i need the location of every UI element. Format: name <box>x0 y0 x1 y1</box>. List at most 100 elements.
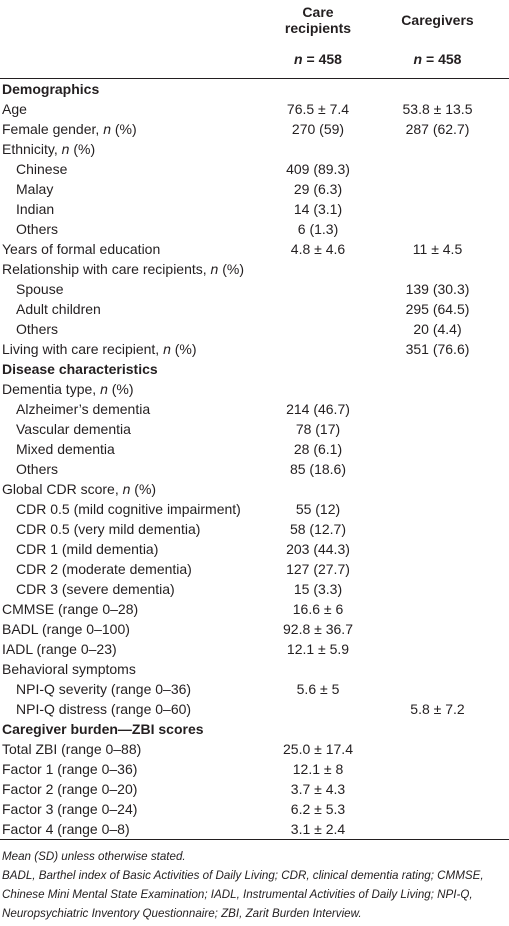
care-value: 12.1 ± 8 <box>292 761 344 777</box>
section-title: Disease characteristics <box>2 361 158 377</box>
table-row: Relationship with care recipients, n (%) <box>0 259 509 279</box>
sample-size-text: = 458 <box>306 50 342 67</box>
row-label-text: Adult children <box>16 301 101 317</box>
caregiver-value: 295 (64.5) <box>405 301 470 317</box>
row-label-suffix: (%) <box>114 121 137 137</box>
table-row: Malay 29 (6.3) <box>0 179 509 199</box>
row-label: BADL (range 0–100) <box>0 621 270 637</box>
care-value: 58 (12.7) <box>289 521 347 537</box>
sample-size: n = 458 <box>366 51 509 67</box>
row-label-text: Mixed dementia <box>16 441 115 457</box>
table-row: Behavioral symptoms <box>0 659 509 679</box>
row-label: Others <box>0 321 270 337</box>
row-label-text: Global CDR score, <box>2 481 119 497</box>
care-value: 15 (3.3) <box>293 581 343 597</box>
row-label-text: Others <box>16 221 59 237</box>
row-label: Female gender, n (%) <box>0 121 270 137</box>
row-label-text: Spouse <box>16 281 64 297</box>
row-label-text: Factor 1 (range 0–36) <box>2 761 138 777</box>
row-label: CDR 1 (mild dementia) <box>0 541 270 557</box>
sample-size: n = 458 <box>270 51 366 67</box>
table-row: Adult children 295 (64.5) <box>0 299 509 319</box>
row-label-text: Female gender, <box>2 121 100 137</box>
row-label-text: Age <box>2 101 27 117</box>
header-row: Care recipients Caregivers <box>0 0 509 39</box>
row-label: CMMSE (range 0–28) <box>0 601 270 617</box>
row-label: Age <box>0 101 270 117</box>
table-row: Age 76.5 ± 7.4 53.8 ± 13.5 <box>0 99 509 119</box>
care-value: 28 (6.1) <box>293 441 343 457</box>
table-body: Demographics Age 76.5 ± 7.4 53.8 ± 13.5 Fema… <box>0 78 509 839</box>
care-value: 78 (17) <box>295 421 341 437</box>
care-value: 92.8 ± 36.7 <box>283 621 353 637</box>
row-label-text: CMMSE (range 0–28) <box>2 601 139 617</box>
row-label-text: CDR 3 (severe dementia) <box>16 581 175 597</box>
table-row: Global CDR score, n (%) <box>0 479 509 499</box>
row-label: Others <box>0 461 270 477</box>
header-row: n = 458 n = 458 <box>0 39 509 78</box>
row-label-suffix: (%) <box>222 261 245 277</box>
row-label-text: Dementia type, <box>2 381 97 397</box>
row-label-text: Years of formal education <box>2 241 161 257</box>
table-row: Factor 3 (range 0–24) 6.2 ± 5.3 <box>0 799 509 819</box>
table-row: Living with care recipient, n (%) 351 (76… <box>0 339 509 359</box>
table-row: Factor 2 (range 0–20) 3.7 ± 4.3 <box>0 779 509 799</box>
row-label: Living with care recipient, n (%) <box>0 341 270 357</box>
sample-size-var: n <box>413 50 423 67</box>
row-label: Indian <box>0 201 270 217</box>
row-label-text: CDR 0.5 (mild cognitive impairment) <box>16 501 241 517</box>
table-row: CDR 0.5 (mild cognitive impairment) 55 (1… <box>0 499 509 519</box>
table-row: CDR 3 (severe dementia) 15 (3.3) <box>0 579 509 599</box>
row-label-text: Ethnicity, <box>2 141 58 157</box>
table-notes: Mean (SD) unless otherwise stated. BADL, … <box>0 839 509 923</box>
care-value: 6.2 ± 5.3 <box>290 801 346 817</box>
row-label-text: IADL (range 0–23) <box>2 641 117 657</box>
row-label-text: CDR 2 (moderate dementia) <box>16 561 192 577</box>
section-title: Caregiver burden—ZBI scores <box>2 721 204 737</box>
table-row: Others 6 (1.3) <box>0 219 509 239</box>
row-label-var: n <box>100 381 108 397</box>
table-row: IADL (range 0–23) 12.1 ± 5.9 <box>0 639 509 659</box>
row-label: Factor 1 (range 0–36) <box>0 761 270 777</box>
table-row: Ethnicity, n (%) <box>0 139 509 159</box>
section-title: Demographics <box>2 81 100 97</box>
row-label-var: n <box>122 481 131 497</box>
row-label: Behavioral symptoms <box>0 661 270 677</box>
table-row: CDR 0.5 (very mild dementia) 58 (12.7) <box>0 519 509 539</box>
care-value: 76.5 ± 7.4 <box>286 101 350 117</box>
row-label: Malay <box>0 181 270 197</box>
table-row: Others 85 (18.6) <box>0 459 509 479</box>
row-label-text: Others <box>16 461 59 477</box>
column-title: Care recipients <box>284 3 352 36</box>
row-label: Vascular dementia <box>0 421 270 437</box>
table-row: Dementia type, n (%) <box>0 379 509 399</box>
row-label-var: n <box>210 261 219 277</box>
row-label: NPI-Q distress (range 0–60) <box>0 701 270 717</box>
table-row: Vascular dementia 78 (17) <box>0 419 509 439</box>
care-value: 6 (1.3) <box>297 221 339 237</box>
table-row: NPI-Q distress (range 0–60) 5.8 ± 7.2 <box>0 699 509 719</box>
row-label: CDR 0.5 (mild cognitive impairment) <box>0 501 270 517</box>
row-label-text: Chinese <box>16 161 68 177</box>
row-label-text: Total ZBI (range 0–88) <box>2 741 142 757</box>
care-value: 25.0 ± 17.4 <box>283 741 353 757</box>
row-label: Years of formal education <box>0 241 270 257</box>
table-row: Alzheimer’s dementia 214 (46.7) <box>0 399 509 419</box>
care-value: 14 (3.1) <box>293 201 343 217</box>
table-row: NPI-Q severity (range 0–36) 5.6 ± 5 <box>0 679 509 699</box>
row-label-suffix: (%) <box>134 481 157 497</box>
care-value: 270 (59) <box>291 121 345 137</box>
row-label: Ethnicity, n (%) <box>0 141 270 157</box>
row-label-text: Factor 2 (range 0–20) <box>2 781 138 797</box>
care-value: 214 (46.7) <box>286 401 350 417</box>
caregiver-value: 139 (30.3) <box>405 281 470 297</box>
row-label: CDR 3 (severe dementia) <box>0 581 270 597</box>
row-label: Relationship with care recipients, n (%) <box>0 261 270 277</box>
table-row: Years of formal education 4.8 ± 4.6 11 ± 4… <box>0 239 509 259</box>
row-label: Total ZBI (range 0–88) <box>0 741 270 757</box>
row-label: Chinese <box>0 161 270 177</box>
row-label: CDR 2 (moderate dementia) <box>0 561 270 577</box>
row-label: Others <box>0 221 270 237</box>
care-value: 3.7 ± 4.3 <box>290 781 346 797</box>
section-row: Demographics <box>0 79 509 99</box>
